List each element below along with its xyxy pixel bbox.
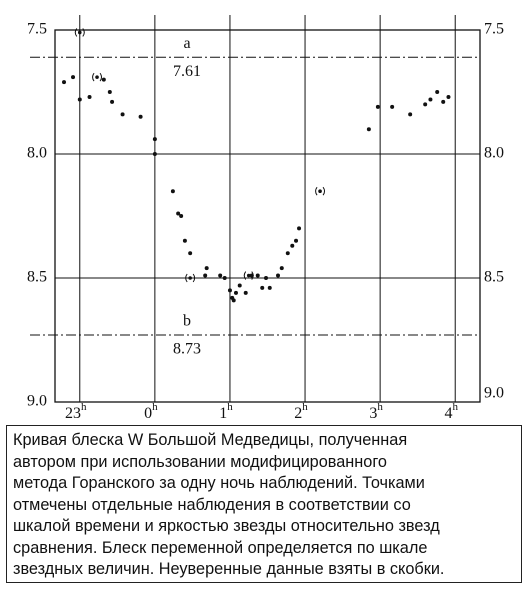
observation-point bbox=[71, 75, 76, 80]
observation-point bbox=[218, 273, 223, 278]
x-tick-label: 4h bbox=[444, 401, 458, 422]
y-tick-label-right: 7.5 bbox=[484, 21, 504, 38]
observation-point bbox=[446, 94, 451, 99]
y-tick-label: 8.0 bbox=[27, 145, 47, 162]
x-tick-unit: h bbox=[302, 401, 308, 413]
y-tick-label: 7.5 bbox=[27, 21, 47, 38]
caption-line: метода Горанского за одну ночь наблюдени… bbox=[13, 474, 425, 492]
observation-point bbox=[260, 285, 265, 290]
y-tick-label: 9.0 bbox=[27, 393, 47, 410]
x-tick-label: 1h bbox=[219, 401, 233, 422]
observation-point bbox=[179, 214, 184, 218]
observation-point bbox=[290, 243, 295, 248]
observation-point bbox=[408, 112, 413, 117]
observation-point bbox=[188, 251, 193, 256]
x-tick-hour: 4 bbox=[444, 405, 452, 422]
observation-point bbox=[428, 97, 433, 102]
uncertain-bracket bbox=[243, 271, 254, 280]
uncertain-point bbox=[318, 189, 322, 193]
x-tick-hour: 3 bbox=[369, 405, 377, 422]
observation-point bbox=[237, 283, 242, 288]
x-tick-hour: 2 bbox=[294, 405, 302, 422]
x-tick-label: 0h bbox=[144, 401, 158, 422]
observation-point bbox=[243, 290, 248, 295]
uncertain-bracket bbox=[92, 72, 103, 82]
observation-point bbox=[441, 99, 446, 104]
observation-point bbox=[423, 102, 428, 107]
observation-point bbox=[107, 90, 112, 94]
observation-point bbox=[110, 99, 115, 104]
observation-point bbox=[176, 211, 181, 216]
observation-point bbox=[233, 290, 238, 295]
x-tick-hour: 23 bbox=[65, 405, 81, 422]
caption-line: сравнения. Блеск переменной определяется… bbox=[13, 538, 428, 557]
y-tick-label: 8.5 bbox=[27, 269, 47, 286]
observation-point bbox=[120, 112, 125, 117]
observation-point bbox=[101, 77, 106, 82]
x-tick-label: 3h bbox=[369, 401, 383, 422]
observation-point bbox=[375, 104, 380, 109]
uncertain-bracket bbox=[74, 28, 85, 37]
observation-point bbox=[182, 238, 187, 243]
observation-point bbox=[366, 127, 371, 132]
observation-point bbox=[435, 90, 440, 94]
observation-point bbox=[227, 288, 232, 293]
uncertain-bracket bbox=[185, 273, 196, 283]
plot-frame bbox=[54, 29, 481, 403]
x-tick-label: 2h bbox=[294, 401, 308, 422]
observation-point bbox=[222, 276, 227, 280]
caption-line: шкалой времени и яркостью звезды относит… bbox=[13, 517, 440, 535]
observation-point bbox=[294, 238, 299, 243]
observation-point bbox=[87, 94, 92, 99]
observation-point bbox=[77, 97, 82, 102]
uncertain-bracket bbox=[315, 186, 326, 196]
observation-point bbox=[279, 266, 284, 271]
reference-letter: a bbox=[183, 35, 190, 52]
x-tick-hour: 1 bbox=[219, 405, 227, 422]
y-tick-label-right: 8.5 bbox=[484, 269, 504, 286]
observation-point bbox=[285, 251, 290, 256]
observation-point bbox=[255, 273, 260, 278]
y-tick-label-right: 9.0 bbox=[484, 385, 504, 402]
observation-point bbox=[297, 226, 302, 231]
reference-letter: b bbox=[183, 313, 191, 330]
caption-line: автором при использовании модифицированн… bbox=[13, 452, 387, 471]
observation-point bbox=[203, 273, 208, 278]
x-tick-unit: h bbox=[227, 401, 233, 413]
caption-line: звездных величин. Неуверенные данные взя… bbox=[13, 560, 445, 578]
observation-point bbox=[204, 266, 209, 271]
caption-line: отмечены отдельные наблюдения в соответс… bbox=[13, 495, 411, 514]
x-tick-hour: 0 bbox=[144, 405, 152, 422]
uncertain-point bbox=[246, 273, 251, 278]
x-tick-unit: h bbox=[152, 401, 158, 413]
observation-point bbox=[267, 285, 272, 290]
uncertain-point bbox=[77, 30, 82, 35]
reference-value: 8.73 bbox=[173, 341, 201, 358]
observation-point bbox=[152, 137, 157, 142]
uncertain-point bbox=[95, 75, 99, 79]
observation-point bbox=[276, 273, 281, 278]
observation-point bbox=[62, 80, 67, 85]
x-tick-label: 23h bbox=[65, 401, 87, 422]
caption: Кривая блеска W Большой Медведицы, получ… bbox=[6, 425, 522, 583]
x-tick-unit: h bbox=[81, 401, 87, 413]
observation-point bbox=[138, 114, 143, 119]
caption-line: Кривая блеска W Большой Медведицы, получ… bbox=[13, 431, 408, 449]
y-tick-label-right: 8.0 bbox=[484, 145, 504, 162]
x-tick-unit: h bbox=[377, 401, 383, 413]
uncertain-point bbox=[188, 276, 192, 280]
x-tick-unit: h bbox=[452, 401, 458, 413]
observation-point bbox=[170, 189, 175, 194]
observation-point bbox=[152, 152, 157, 156]
reference-value: 7.61 bbox=[173, 63, 201, 80]
observation-point bbox=[390, 104, 395, 109]
observation-point bbox=[263, 276, 268, 280]
observation-point bbox=[231, 298, 236, 303]
